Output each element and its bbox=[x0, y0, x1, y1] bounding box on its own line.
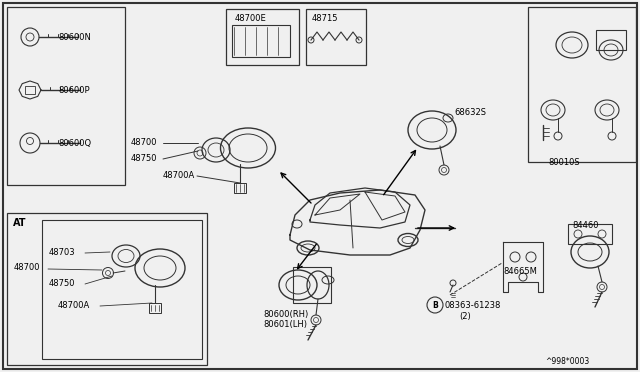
Bar bbox=[234, 183, 246, 193]
Bar bbox=[528, 7, 636, 162]
Text: ^998*0003: ^998*0003 bbox=[545, 357, 589, 366]
Bar bbox=[7, 213, 207, 365]
Bar bbox=[293, 267, 331, 303]
Text: 68632S: 68632S bbox=[454, 108, 486, 116]
Text: 84460: 84460 bbox=[572, 221, 598, 230]
Bar bbox=[596, 30, 626, 50]
Text: B: B bbox=[432, 301, 438, 310]
Text: 48750: 48750 bbox=[49, 279, 76, 288]
Text: 48700: 48700 bbox=[14, 263, 40, 273]
Bar bbox=[42, 220, 202, 359]
Text: (2): (2) bbox=[459, 311, 471, 321]
Text: 80601(LH): 80601(LH) bbox=[263, 320, 307, 328]
Bar bbox=[306, 9, 366, 65]
Text: 48703: 48703 bbox=[49, 247, 76, 257]
Text: 08363-61238: 08363-61238 bbox=[445, 301, 501, 310]
Text: 48750: 48750 bbox=[131, 154, 157, 163]
Bar bbox=[25, 86, 35, 94]
Text: 84665M: 84665M bbox=[503, 267, 537, 276]
Text: 48700A: 48700A bbox=[163, 170, 195, 180]
Text: 48700A: 48700A bbox=[58, 301, 90, 310]
Text: 80600(RH): 80600(RH) bbox=[263, 311, 308, 320]
Bar bbox=[232, 25, 290, 57]
Bar bbox=[7, 7, 125, 185]
Bar bbox=[149, 303, 161, 313]
Text: 80600N: 80600N bbox=[58, 32, 91, 42]
Text: 48700: 48700 bbox=[131, 138, 157, 147]
Bar bbox=[226, 9, 299, 65]
Text: 80600Q: 80600Q bbox=[58, 138, 91, 148]
Text: 48715: 48715 bbox=[312, 13, 339, 22]
Text: 80600P: 80600P bbox=[58, 86, 90, 94]
Text: AT: AT bbox=[13, 218, 26, 228]
Bar bbox=[568, 224, 612, 244]
Text: 48700E: 48700E bbox=[235, 13, 267, 22]
Text: 80010S: 80010S bbox=[548, 157, 580, 167]
